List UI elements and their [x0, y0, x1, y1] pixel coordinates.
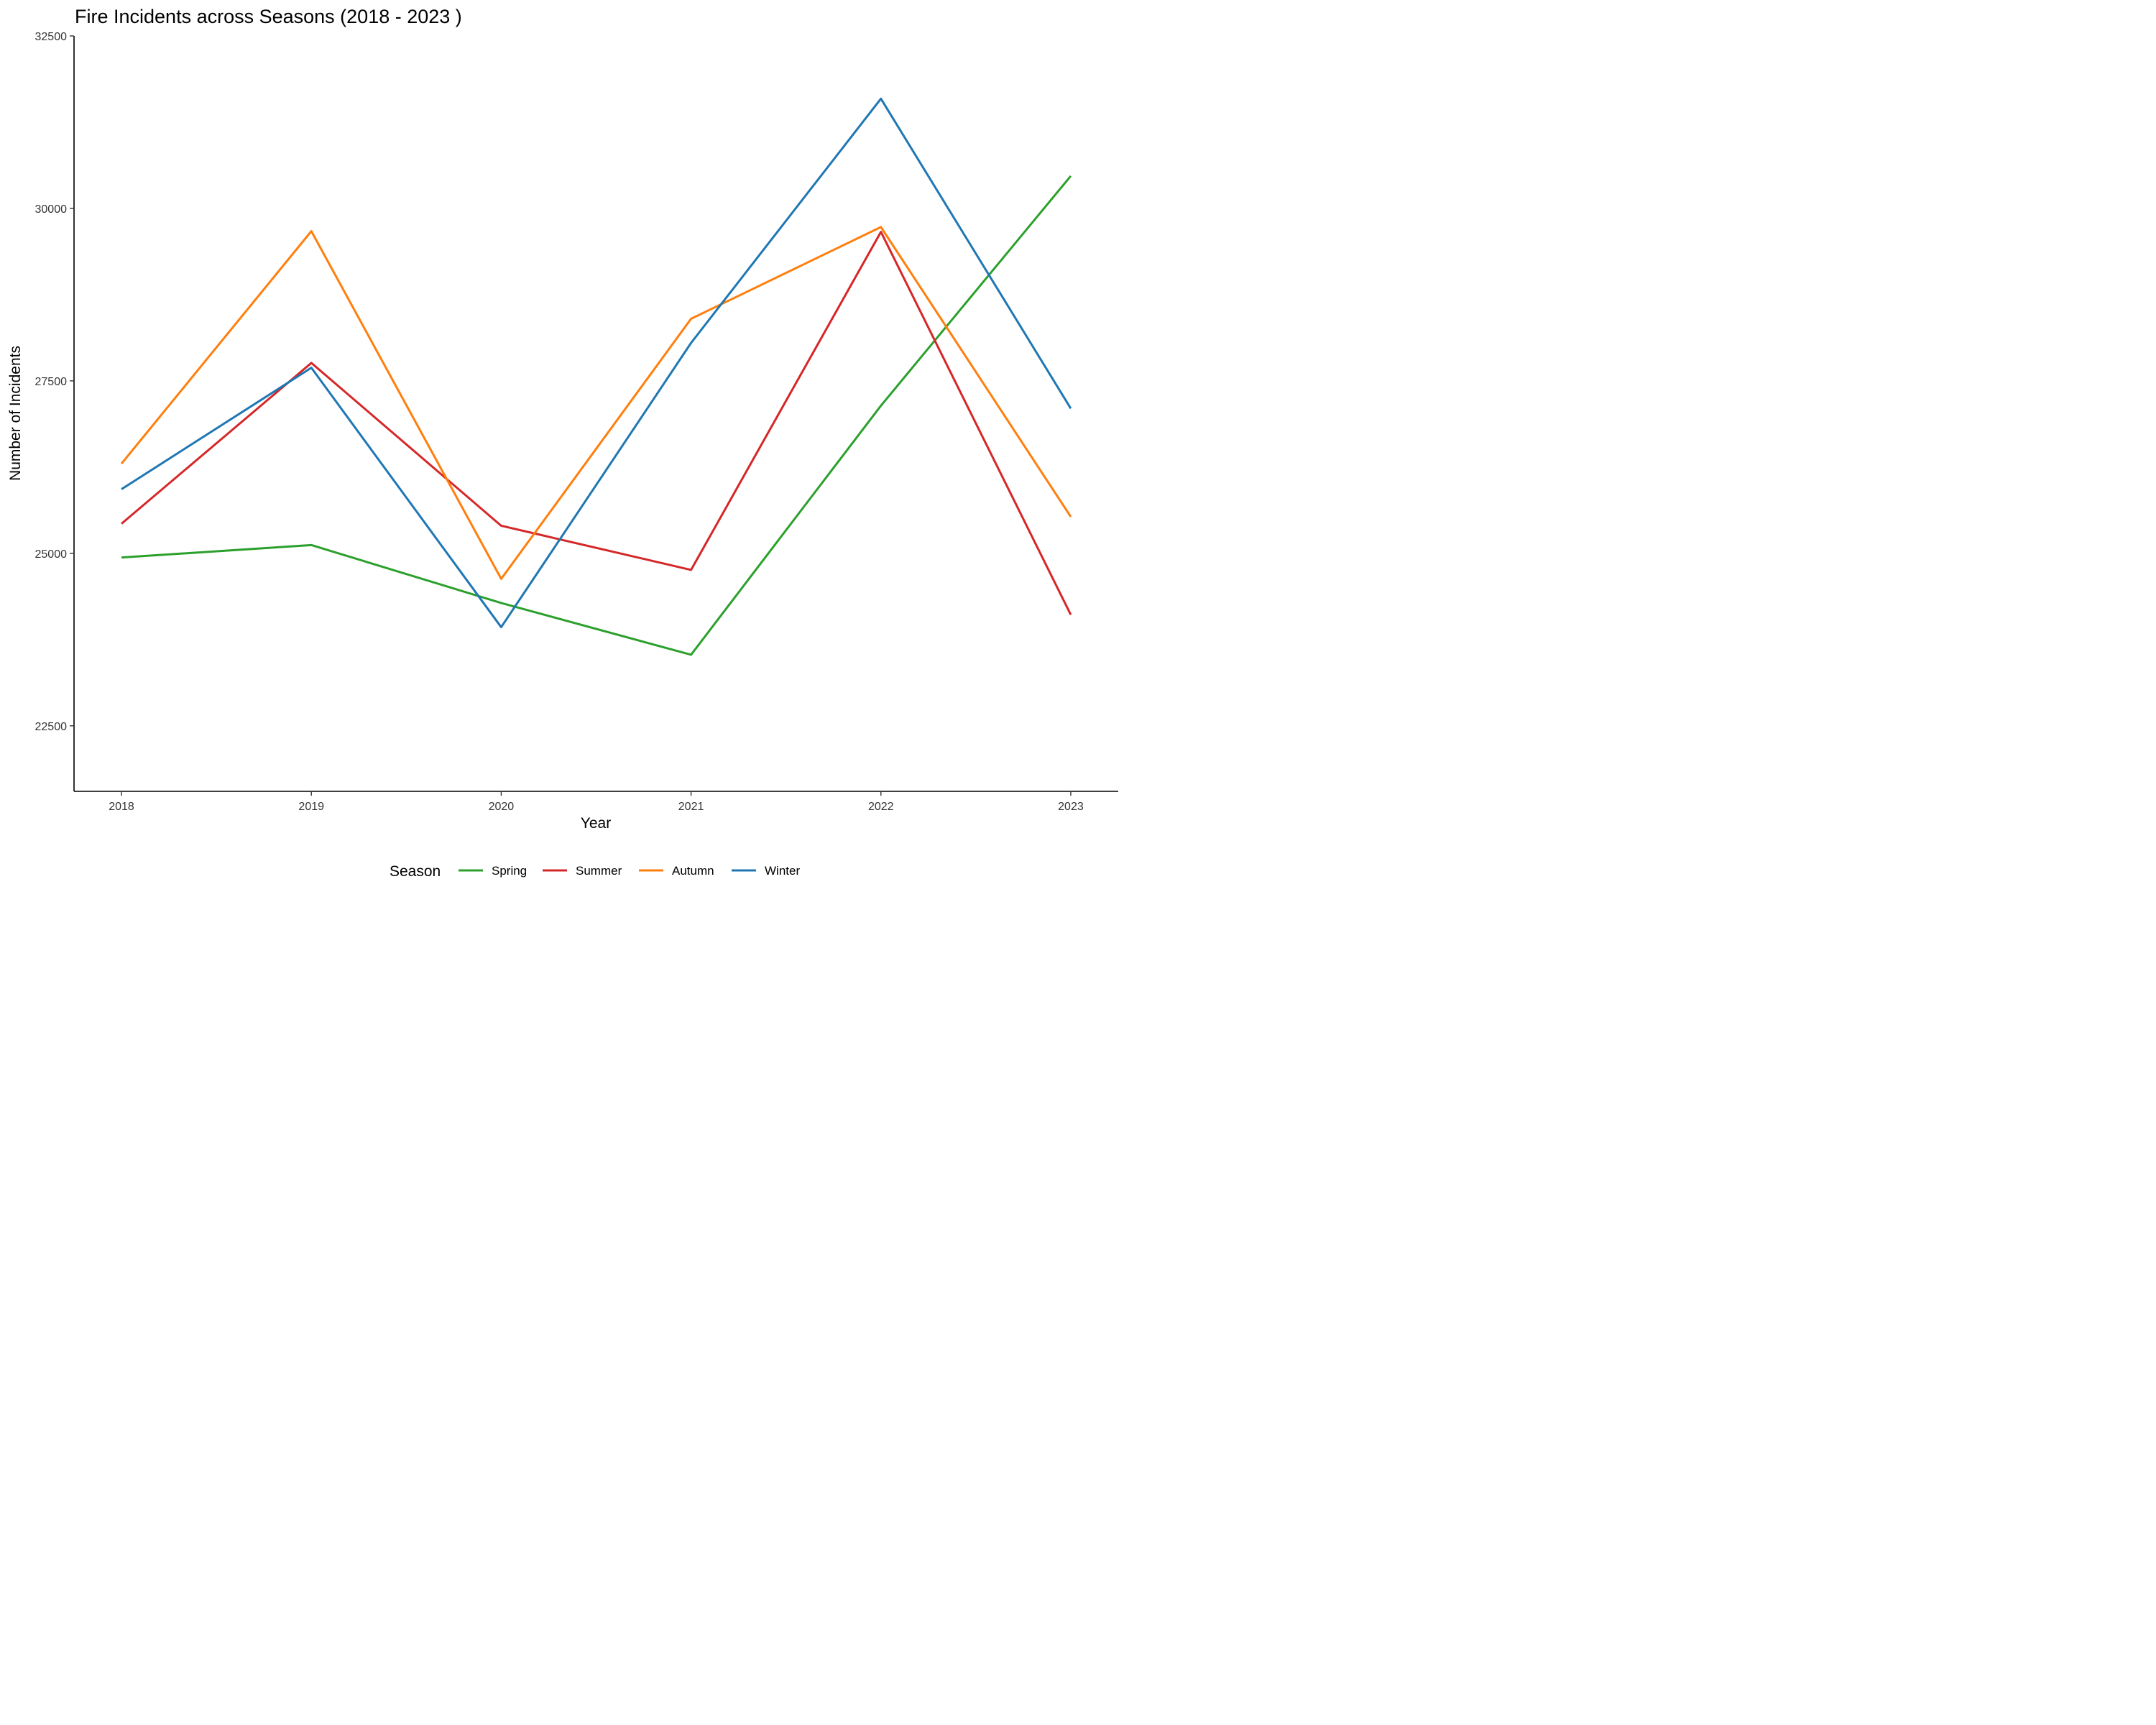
series-group — [120, 97, 1072, 656]
legend-label: Autumn — [672, 864, 714, 878]
series-line-summer — [121, 231, 1072, 615]
x-tick-label: 2021 — [678, 801, 704, 813]
legend-item-summer: Summer — [543, 864, 622, 878]
legend-label: Summer — [576, 864, 622, 878]
line-chart: Fire Incidents across Seasons (2018 - 20… — [7, 6, 1118, 880]
y-axis-title: Number of Incidents — [7, 346, 24, 481]
y-tick-label: 27500 — [35, 376, 68, 388]
series-line-winter — [121, 97, 1072, 629]
x-axis-title: Year — [581, 815, 611, 832]
legend-item-spring: Spring — [459, 864, 527, 878]
series-line-spring — [121, 175, 1072, 656]
legend-label: Winter — [765, 864, 800, 878]
y-tick-label: 30000 — [35, 203, 68, 216]
legend-label: Spring — [492, 864, 527, 878]
series-line-autumn — [120, 226, 1072, 580]
x-tick-label: 2022 — [868, 801, 894, 813]
x-tick-label: 2023 — [1058, 801, 1084, 813]
x-tick-label: 2018 — [109, 801, 134, 813]
legend-item-winter: Winter — [732, 864, 800, 878]
x-axis: 2018 2019 2020 2021 2022 2023 — [74, 791, 1118, 813]
y-tick-label: 32500 — [35, 31, 68, 43]
legend: Season Spring Summer Autumn Winter — [390, 863, 800, 880]
y-axis: 22500 25000 27500 30000 32500 — [35, 31, 75, 791]
legend-item-autumn: Autumn — [639, 864, 714, 878]
x-tick-label: 2020 — [489, 801, 515, 813]
legend-title: Season — [390, 863, 441, 880]
x-tick-label: 2019 — [298, 801, 324, 813]
y-tick-label: 25000 — [35, 548, 68, 561]
y-tick-label: 22500 — [35, 721, 68, 733]
chart-container: Fire Incidents across Seasons (2018 - 20… — [0, 0, 1127, 901]
chart-title: Fire Incidents across Seasons (2018 - 20… — [75, 6, 462, 27]
